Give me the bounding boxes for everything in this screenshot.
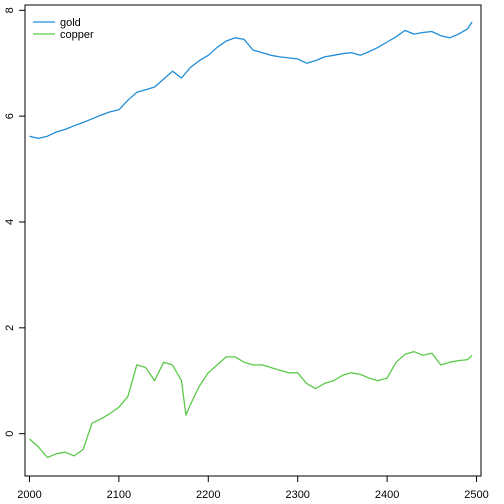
y-tick-label: 0 [4,431,16,437]
plot-frame [24,4,482,477]
series-line-gold [29,21,473,140]
y-tick-label: 4 [4,219,16,225]
y-axis: 0 2 4 6 8 [4,7,26,437]
legend-label-copper: copper [60,29,94,41]
x-tick-label: 2100 [107,489,131,501]
legend-label-gold: gold [60,17,81,29]
x-tick-label: 2000 [17,489,41,501]
x-axis: 2000 2100 2200 2300 2400 2500 [17,475,489,501]
y-tick-label: 2 [4,325,16,331]
x-tick-label: 2300 [285,489,309,501]
x-tick-label: 2200 [196,489,220,501]
y-tick-label: 6 [4,113,16,119]
y-tick-label: 8 [4,7,16,13]
series-line-copper [29,350,473,459]
x-tick-label: 2500 [464,489,488,501]
series-layer [29,21,473,459]
x-tick-label: 2400 [375,489,399,501]
